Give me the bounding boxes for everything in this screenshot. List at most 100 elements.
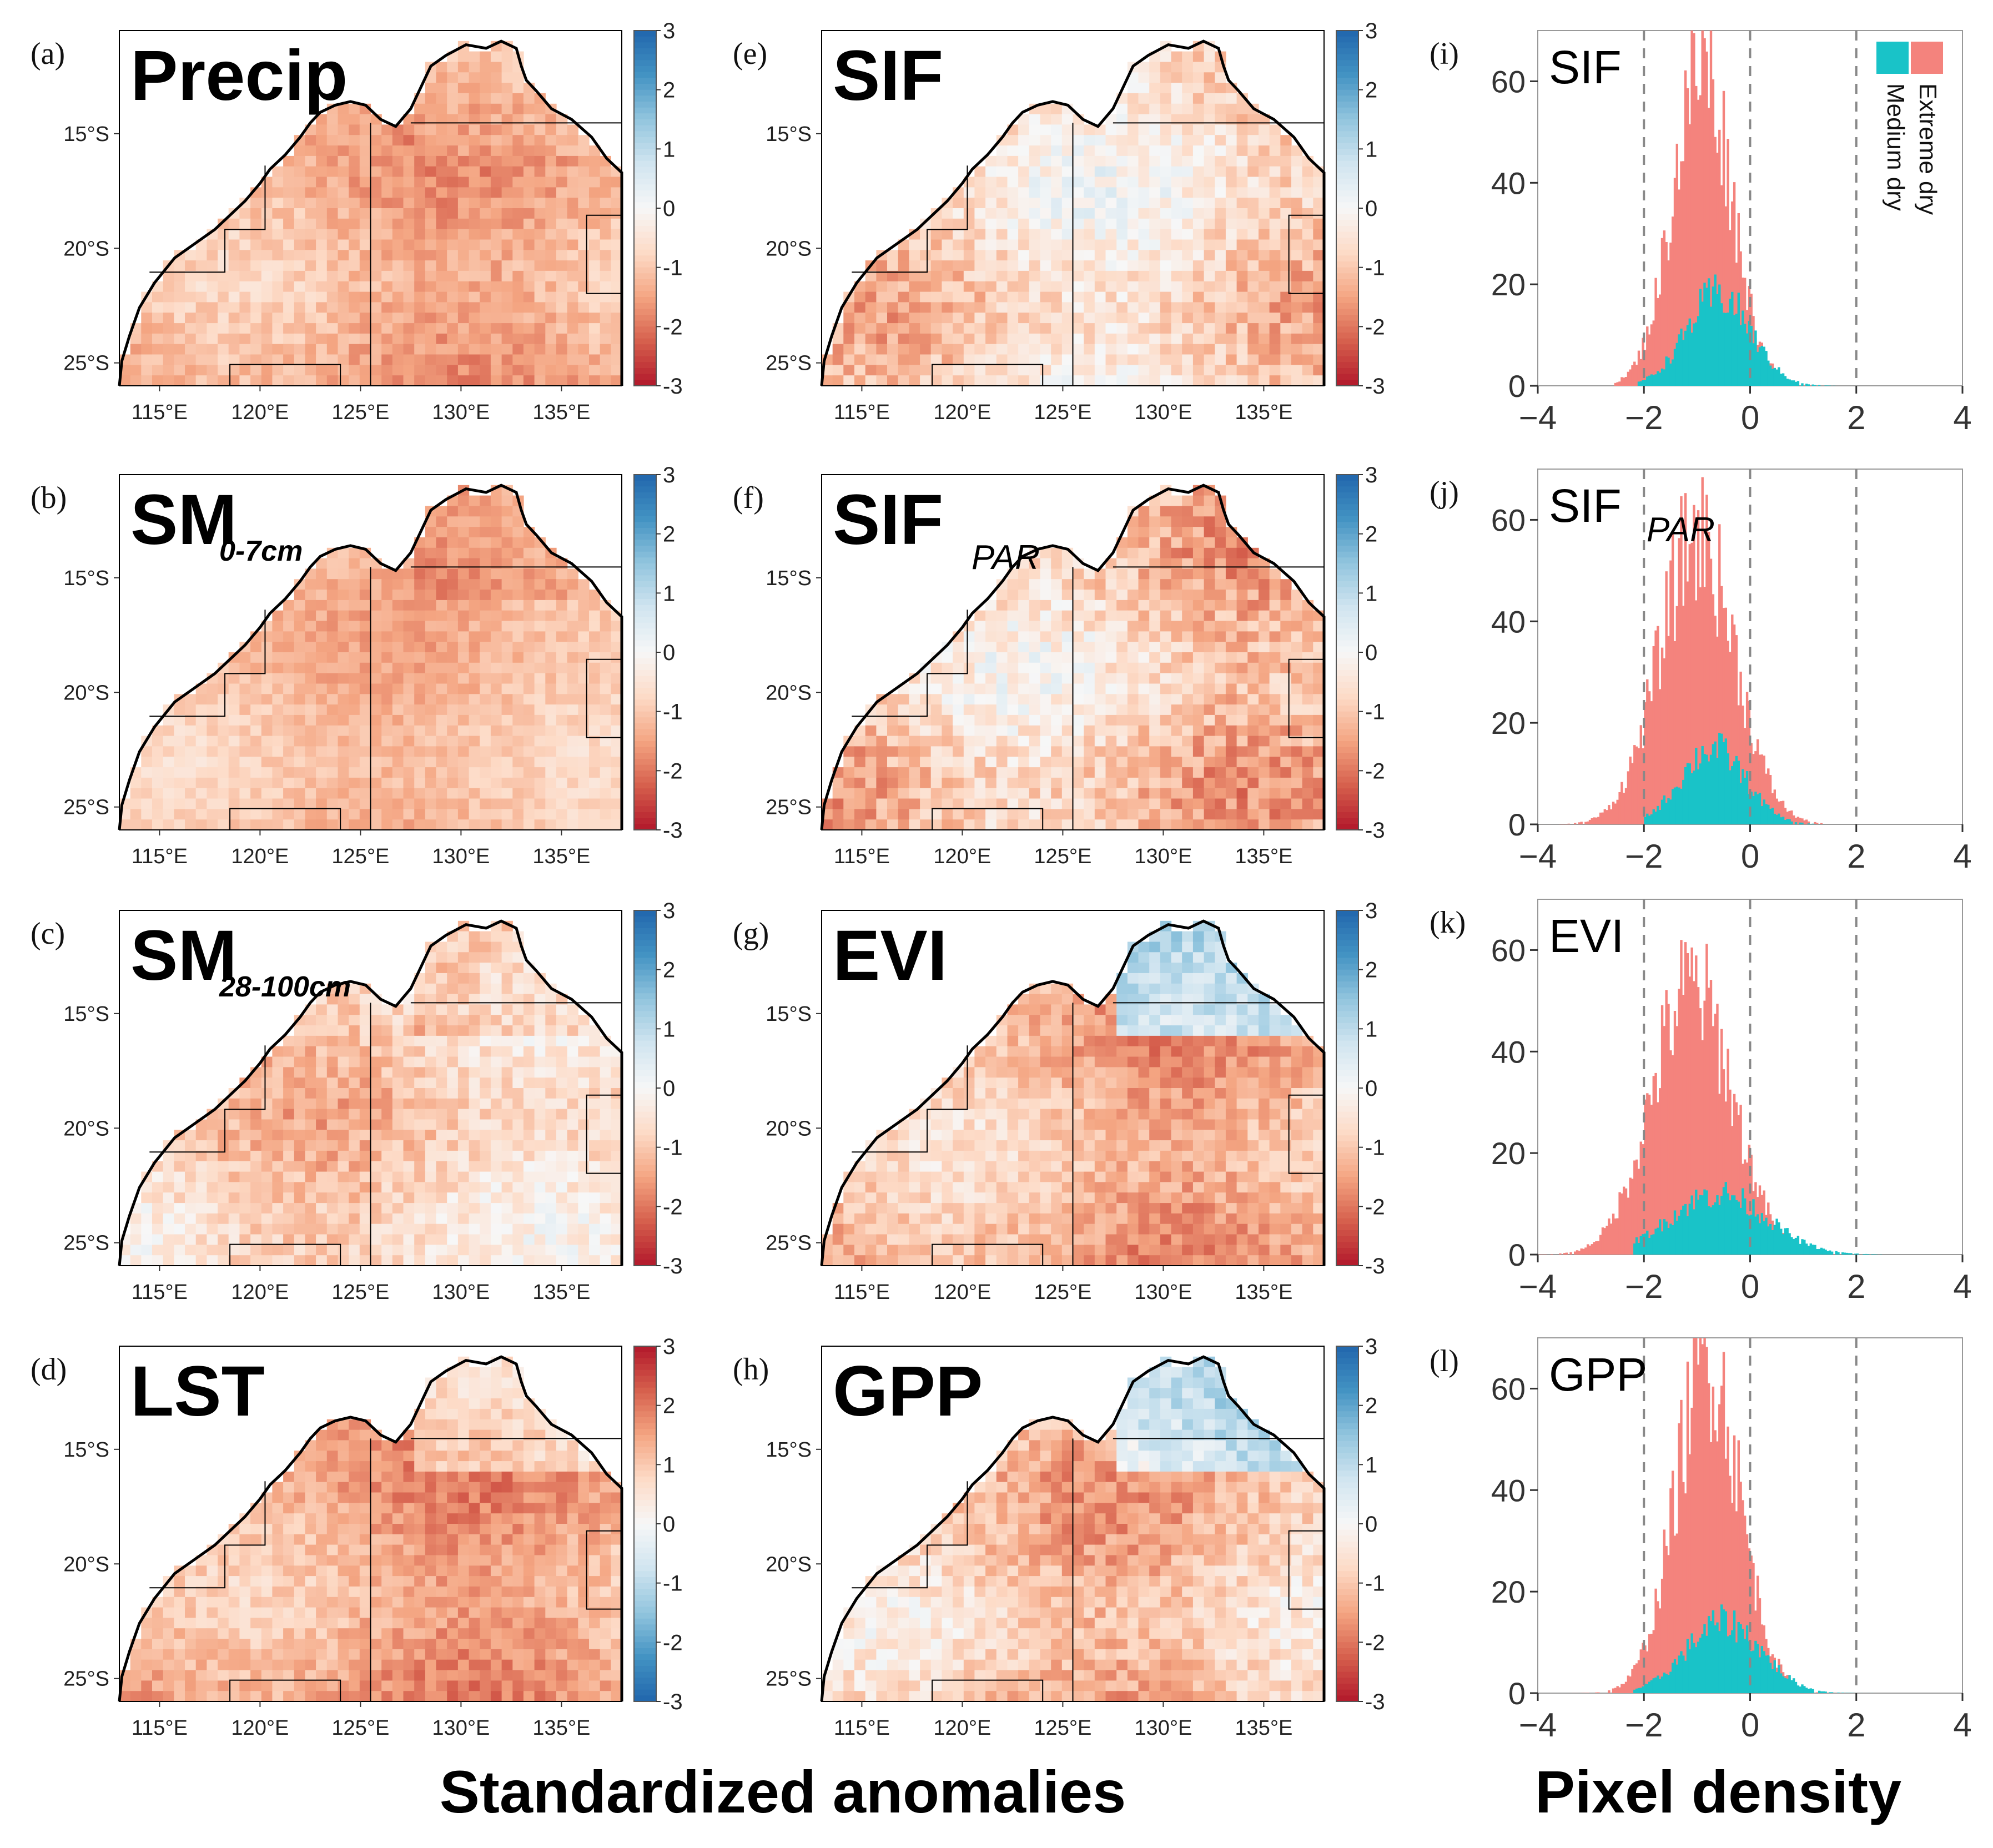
map-cell [239, 1192, 251, 1204]
map-cell [556, 1140, 568, 1151]
map-cell [436, 1171, 447, 1182]
map-cell [414, 1056, 426, 1067]
map-cell [469, 1025, 480, 1036]
map-cell [512, 1482, 524, 1493]
map-cell [250, 313, 262, 324]
map-cell [457, 229, 470, 240]
map-cell [338, 1503, 349, 1514]
map-cell [589, 1628, 601, 1639]
map-cell [370, 590, 382, 601]
map-cell [359, 736, 371, 747]
map-cell [1007, 135, 1019, 146]
map-cell [447, 547, 459, 559]
map-cell [272, 250, 284, 261]
map-cell [1127, 83, 1139, 94]
map-cell [250, 208, 262, 219]
map-cell [152, 736, 164, 747]
map-cell [501, 1130, 513, 1141]
map-cell [1138, 166, 1150, 178]
map-cell [425, 983, 437, 995]
map-cell [501, 1223, 513, 1235]
map-cell [272, 662, 284, 674]
map-cell [447, 1388, 459, 1399]
map-cell [326, 819, 339, 830]
map-cell [534, 1213, 546, 1225]
map-cell [589, 1597, 601, 1608]
map-cell [447, 1171, 459, 1182]
colorbar-step [634, 1535, 656, 1542]
map-cell [556, 375, 568, 386]
map-cell [425, 1659, 437, 1671]
map-cell [228, 239, 240, 250]
map-cell [207, 1182, 218, 1193]
map-cell [414, 1555, 426, 1566]
map-cell [1259, 177, 1270, 188]
map-cell [578, 683, 590, 694]
map-cell [447, 568, 459, 580]
colorbar-step [634, 540, 656, 546]
map-cell [425, 1576, 437, 1587]
map-cell [578, 590, 590, 601]
map-cell [338, 187, 349, 198]
map-cell [272, 1680, 284, 1691]
map-cell [228, 250, 240, 261]
map-cell [469, 788, 480, 799]
map-cell [207, 683, 218, 694]
map-cell [250, 281, 262, 293]
map-cell [1171, 93, 1182, 104]
map-cell [534, 166, 546, 178]
map-cell [425, 547, 437, 559]
map-cell [359, 208, 371, 219]
map-cell [589, 229, 601, 240]
colorbar-step [634, 987, 656, 994]
map-cell [556, 208, 568, 219]
map-cell [447, 1503, 459, 1514]
map-cell [326, 344, 339, 355]
map-cell [218, 1680, 229, 1691]
map-cell [480, 777, 491, 789]
colorbar-step [634, 60, 656, 67]
map-cell [1061, 114, 1074, 125]
map-cell [600, 365, 611, 376]
map-cell [534, 1234, 546, 1245]
map-cell [1127, 187, 1139, 198]
map-cell [359, 1597, 371, 1608]
map-cell [228, 1098, 240, 1110]
map-cell [261, 1691, 273, 1702]
map-cell [326, 683, 339, 694]
map-cell [447, 736, 459, 747]
map-cell [1149, 135, 1161, 146]
map-cell [447, 777, 459, 789]
map-cell [534, 313, 546, 324]
map-cell [534, 1255, 546, 1266]
map-cell [228, 746, 240, 757]
map-cell [381, 1046, 393, 1058]
map-cell [414, 1639, 426, 1650]
map-cell [163, 725, 174, 737]
map-cell [218, 1192, 229, 1204]
map-cell [349, 1182, 360, 1193]
map-cell [436, 642, 447, 653]
map-cell [261, 1171, 273, 1182]
map-cell [469, 1398, 480, 1409]
map-cell [414, 375, 426, 386]
map-cell [414, 736, 426, 747]
map-cell [414, 1192, 426, 1204]
map-cell [457, 1234, 470, 1245]
map-cell [326, 1150, 339, 1162]
map-cell [326, 1119, 339, 1130]
map-cell [359, 1670, 371, 1681]
map-cell [305, 1451, 316, 1462]
map-cell [578, 1234, 590, 1245]
map-cell [1215, 93, 1226, 104]
map-cell [305, 1025, 316, 1036]
map-cell [326, 767, 339, 778]
colorbar-step [634, 1671, 656, 1679]
map-cell [457, 1492, 470, 1503]
map-cell [480, 506, 491, 517]
map-cell [425, 1482, 437, 1493]
map-cell [480, 714, 491, 726]
map-cell [294, 313, 306, 324]
map-cell [261, 694, 273, 705]
map-cell [195, 809, 207, 820]
